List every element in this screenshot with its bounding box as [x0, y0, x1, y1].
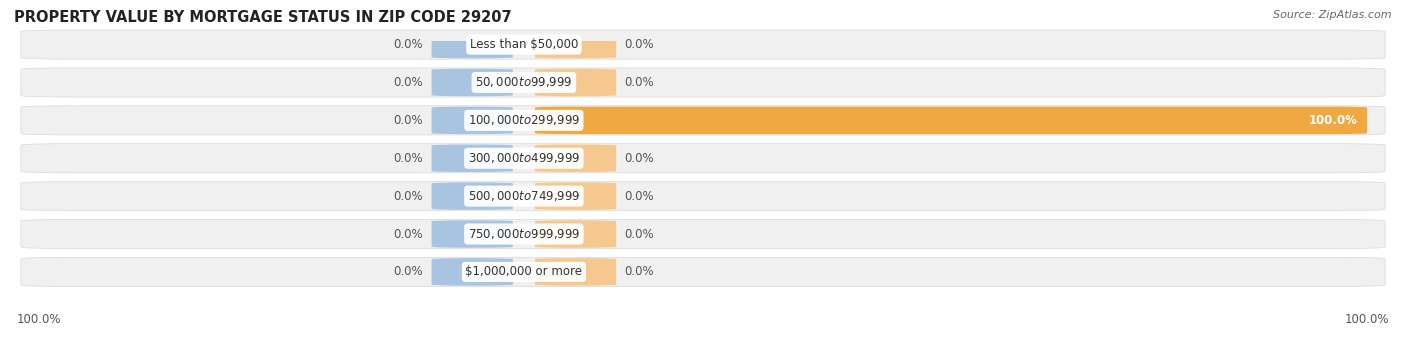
Text: 0.0%: 0.0% [394, 114, 423, 127]
Text: 0.0%: 0.0% [394, 190, 423, 203]
Text: 0.0%: 0.0% [624, 76, 654, 89]
Text: 0.0%: 0.0% [624, 266, 654, 278]
Text: 0.0%: 0.0% [624, 38, 654, 51]
FancyBboxPatch shape [432, 220, 513, 248]
Text: 0.0%: 0.0% [624, 152, 654, 165]
Text: 0.0%: 0.0% [394, 38, 423, 51]
Text: 0.0%: 0.0% [394, 266, 423, 278]
FancyBboxPatch shape [21, 182, 1385, 211]
FancyBboxPatch shape [21, 144, 1385, 173]
Text: $750,000 to $999,999: $750,000 to $999,999 [468, 227, 581, 241]
FancyBboxPatch shape [21, 68, 1385, 97]
FancyBboxPatch shape [534, 258, 616, 286]
FancyBboxPatch shape [432, 31, 513, 58]
FancyBboxPatch shape [21, 257, 1385, 287]
FancyBboxPatch shape [432, 183, 513, 210]
FancyBboxPatch shape [432, 69, 513, 96]
Text: 0.0%: 0.0% [394, 152, 423, 165]
Text: 100.0%: 100.0% [1344, 313, 1389, 326]
Text: $300,000 to $499,999: $300,000 to $499,999 [468, 151, 581, 165]
FancyBboxPatch shape [432, 258, 513, 286]
FancyBboxPatch shape [534, 31, 616, 58]
FancyBboxPatch shape [534, 220, 616, 248]
Text: 0.0%: 0.0% [624, 227, 654, 240]
Text: $500,000 to $749,999: $500,000 to $749,999 [468, 189, 581, 203]
Text: $50,000 to $99,999: $50,000 to $99,999 [475, 75, 572, 89]
Text: PROPERTY VALUE BY MORTGAGE STATUS IN ZIP CODE 29207: PROPERTY VALUE BY MORTGAGE STATUS IN ZIP… [14, 10, 512, 25]
FancyBboxPatch shape [21, 219, 1385, 249]
FancyBboxPatch shape [534, 69, 616, 96]
Legend: Without Mortgage, With Mortgage: Without Mortgage, With Mortgage [561, 335, 845, 340]
Text: $1,000,000 or more: $1,000,000 or more [465, 266, 582, 278]
FancyBboxPatch shape [432, 107, 513, 134]
Text: 0.0%: 0.0% [394, 76, 423, 89]
Text: 100.0%: 100.0% [1309, 114, 1358, 127]
FancyBboxPatch shape [534, 107, 1367, 134]
Text: 100.0%: 100.0% [17, 313, 62, 326]
Text: Source: ZipAtlas.com: Source: ZipAtlas.com [1274, 10, 1392, 20]
Text: 0.0%: 0.0% [624, 190, 654, 203]
FancyBboxPatch shape [432, 144, 513, 172]
FancyBboxPatch shape [534, 183, 616, 210]
FancyBboxPatch shape [21, 30, 1385, 59]
Text: Less than $50,000: Less than $50,000 [470, 38, 578, 51]
FancyBboxPatch shape [534, 144, 616, 172]
Text: 0.0%: 0.0% [394, 227, 423, 240]
Text: $100,000 to $299,999: $100,000 to $299,999 [468, 113, 579, 128]
FancyBboxPatch shape [21, 106, 1385, 135]
